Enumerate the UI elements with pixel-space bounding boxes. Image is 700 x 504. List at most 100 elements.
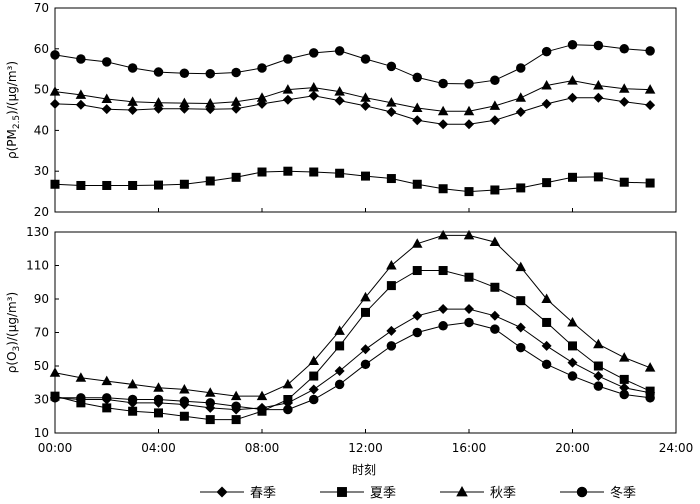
pm25-data-point xyxy=(412,115,423,126)
pm25-data-point xyxy=(644,84,656,94)
pm25-data-point xyxy=(50,50,60,60)
pm25-data-point xyxy=(386,174,396,184)
pm25-data-point xyxy=(360,92,371,102)
legend-label: 秋季 xyxy=(490,486,516,501)
pm25-data-point xyxy=(386,107,397,118)
o3-data-point xyxy=(437,229,449,240)
o3-data-point xyxy=(619,382,630,393)
pm25-data-point xyxy=(464,79,474,89)
pm25-data-point xyxy=(101,104,112,115)
o3-y-tick-label: 50 xyxy=(34,359,49,373)
pm25-data-point xyxy=(75,89,87,99)
pm25-data-point xyxy=(76,54,86,64)
o3-data-point xyxy=(568,341,577,351)
o3-data-point xyxy=(282,378,294,389)
o3-data-point xyxy=(490,324,500,334)
pm25-series-line xyxy=(54,44,651,85)
o3-data-point xyxy=(567,316,578,327)
o3-data-point xyxy=(619,352,630,362)
o3-data-point xyxy=(205,415,215,425)
o3-data-point xyxy=(76,393,86,403)
legend: 春季 夏季 秋季 冬季 xyxy=(200,485,636,501)
x-tick-label: 00:00 xyxy=(38,441,73,455)
pm25-panel: 20 30 40 50 60 70 ρ(PM2.5)/(μg/m³) xyxy=(5,1,677,219)
o3-data-point xyxy=(541,293,552,303)
pm25-data-point xyxy=(128,180,138,190)
pm25-data-point xyxy=(645,100,656,111)
pm25-y-tick-label: 60 xyxy=(34,42,49,56)
o3-data-point xyxy=(334,379,345,390)
pm25-series-diamond xyxy=(50,90,656,130)
pm25-data-point xyxy=(50,179,60,189)
pm25-data-point xyxy=(360,100,371,111)
o3-data-point xyxy=(438,266,448,276)
pm25-y-axis-label: ρ(PM2.5)/(μg/m³) xyxy=(5,61,22,159)
o3-y-tick-label: 90 xyxy=(34,292,49,306)
o3-data-point xyxy=(386,341,397,351)
o3-data-point xyxy=(593,361,603,371)
o3-data-point xyxy=(230,390,242,401)
legend-entry: 夏季 xyxy=(320,486,396,501)
o3-data-point xyxy=(309,394,319,405)
pm25-data-point xyxy=(619,96,630,107)
o3-data-point xyxy=(412,310,423,321)
pm25-data-point xyxy=(205,97,216,108)
pm25-data-point xyxy=(567,92,578,103)
o3-y-tick-label: 130 xyxy=(26,225,49,239)
pm25-data-point xyxy=(102,57,112,67)
pm25-data-point xyxy=(153,67,164,77)
pm25-series-square xyxy=(50,166,655,197)
pm25-data-point xyxy=(75,99,86,110)
o3-series-line xyxy=(54,308,651,411)
o3-data-point xyxy=(645,393,655,403)
o3-data-point xyxy=(541,359,552,370)
pm25-data-point xyxy=(464,119,474,130)
o3-data-point xyxy=(179,411,189,421)
pm25-data-point xyxy=(645,46,655,56)
pm25-data-point xyxy=(386,97,397,107)
o3-data-point xyxy=(386,281,396,291)
pm25-data-point xyxy=(619,44,629,54)
pm25-data-point xyxy=(412,72,422,83)
pm25-data-point xyxy=(283,166,293,176)
pm25-data-point xyxy=(102,180,112,190)
pm25-data-point xyxy=(412,102,423,112)
pm25-data-point xyxy=(438,119,449,130)
legend-entry: 春季 xyxy=(200,486,276,501)
legend-label: 春季 xyxy=(250,486,276,501)
o3-data-point xyxy=(335,341,345,351)
pm25-data-point xyxy=(619,177,629,187)
legend-marker-square xyxy=(337,487,347,497)
pm25-data-point xyxy=(541,46,552,57)
o3-data-point xyxy=(593,371,604,382)
pm25-data-point xyxy=(179,97,190,108)
pm25-data-point xyxy=(334,95,345,106)
o3-data-point xyxy=(489,236,501,247)
o3-series-triangle xyxy=(49,229,656,401)
o3-data-point xyxy=(360,359,371,370)
pm25-data-point xyxy=(515,107,526,118)
o3-data-point xyxy=(179,396,190,406)
o3-data-point xyxy=(516,342,526,353)
pm25-data-point xyxy=(127,63,138,73)
pm25-y-tick-label: 50 xyxy=(34,83,49,97)
pm25-series-line xyxy=(54,95,651,125)
o3-data-point xyxy=(75,372,87,382)
pm25-series-circle xyxy=(50,39,655,89)
o3-data-point xyxy=(231,401,241,411)
x-tick-label: 12:00 xyxy=(348,441,383,455)
pm25-data-point xyxy=(231,172,241,182)
pm25-data-point xyxy=(230,96,242,106)
o3-data-point xyxy=(360,344,371,355)
pm25-series-line xyxy=(54,80,651,112)
o3-data-point xyxy=(464,317,474,328)
o3-y-tick-label: 110 xyxy=(26,259,49,273)
o3-data-point xyxy=(308,355,319,365)
o3-data-point xyxy=(257,404,267,415)
o3-data-point xyxy=(283,404,293,415)
o3-data-point xyxy=(386,325,397,336)
o3-data-point xyxy=(412,238,423,248)
o3-y-tick-label: 70 xyxy=(34,326,49,340)
o3-data-point xyxy=(231,415,241,425)
pm25-data-point xyxy=(463,105,475,116)
